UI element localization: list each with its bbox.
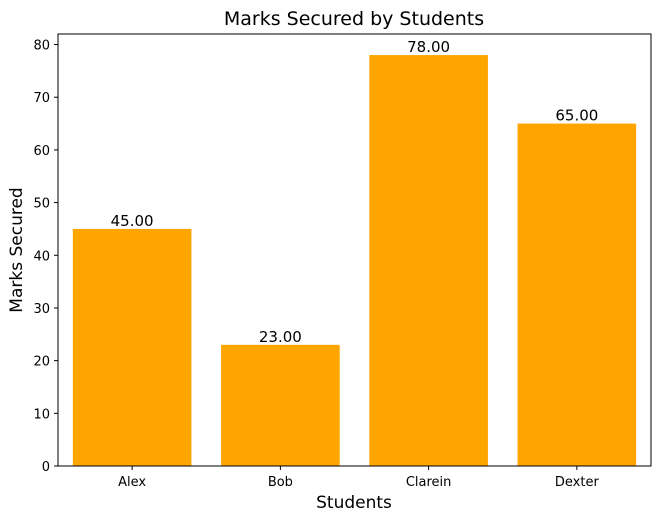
y-tick-label-10: 10 (33, 407, 50, 422)
y-tick-label-30: 30 (33, 302, 50, 317)
y-tick-label-70: 70 (33, 91, 50, 106)
x-tick-label-clarein: Clarein (406, 475, 452, 490)
y-tick-label-80: 80 (33, 39, 50, 54)
x-axis-label: Students (316, 493, 392, 513)
plot-area: 45.00 Alex 23.00 Bob 78.00 Clarein 65.00 Dexter… (33, 33, 652, 490)
bar-alex (72, 228, 192, 466)
plot-frame (57, 33, 652, 467)
data-label-alex: 45.00 (111, 212, 154, 230)
chart-title: Marks Secured by Students (224, 8, 484, 30)
bar-bob (221, 344, 340, 466)
x-tick-label-dexter: Dexter (555, 475, 600, 490)
bar-dexter (517, 123, 637, 466)
bar-clarein (369, 55, 488, 466)
y-tick-label-60: 60 (33, 144, 50, 159)
y-tick-label-40: 40 (33, 249, 50, 264)
data-label-clarein: 78.00 (407, 38, 450, 56)
y-tick-label-50: 50 (33, 197, 50, 212)
data-label-bob: 23.00 (259, 328, 302, 346)
x-tick-label-alex: Alex (118, 475, 146, 490)
y-axis-label: Marks Secured (7, 187, 27, 312)
data-label-dexter: 65.00 (555, 107, 598, 125)
x-tick-label-bob: Bob (268, 475, 293, 490)
y-tick-label-20: 20 (33, 355, 50, 370)
y-tick-label-0: 0 (42, 460, 50, 475)
